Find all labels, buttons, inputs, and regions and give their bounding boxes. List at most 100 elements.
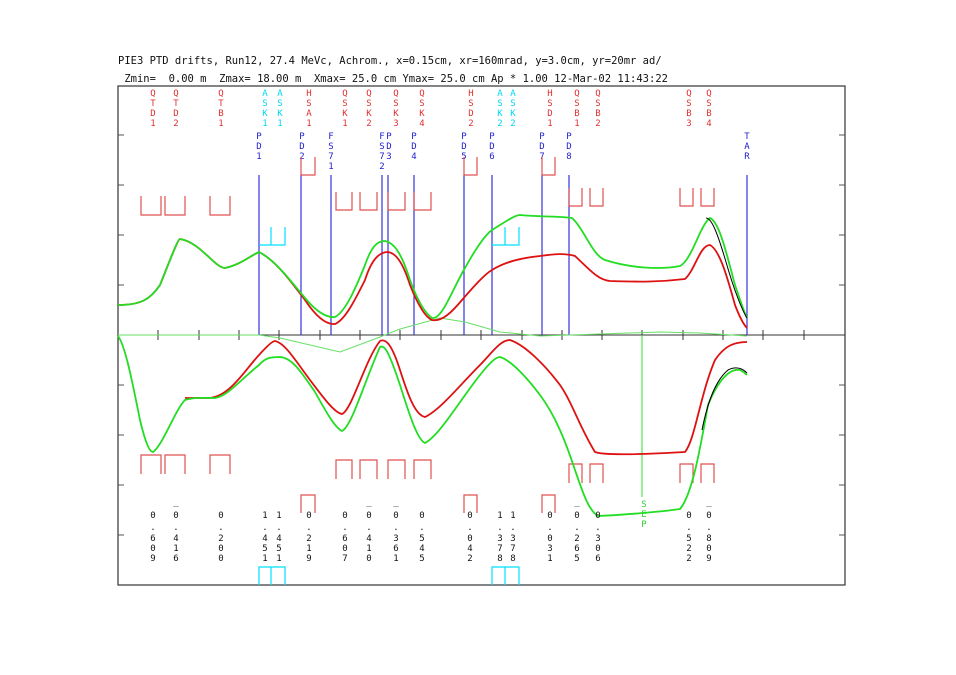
svg-text:S: S <box>706 99 711 109</box>
svg-text:D: D <box>411 142 416 152</box>
svg-text:A: A <box>306 109 312 119</box>
svg-text:0: 0 <box>595 544 600 554</box>
svg-text:2: 2 <box>306 534 311 544</box>
svg-text:6: 6 <box>489 152 494 162</box>
svg-text:0: 0 <box>686 511 691 521</box>
svg-text:3: 3 <box>393 119 398 129</box>
svg-text:1: 1 <box>262 119 267 129</box>
svg-text:D: D <box>150 109 155 119</box>
svg-text:1: 1 <box>547 554 552 564</box>
svg-text:_: _ <box>393 498 399 508</box>
svg-text:B: B <box>595 109 600 119</box>
svg-text:5: 5 <box>276 544 281 554</box>
aperture-markers-bottom <box>258 566 520 585</box>
svg-text:2: 2 <box>686 554 691 564</box>
svg-text:5: 5 <box>262 544 267 554</box>
svg-text:2: 2 <box>574 534 579 544</box>
svg-text:1: 1 <box>262 511 267 521</box>
svg-text:S: S <box>306 99 311 109</box>
svg-text:A: A <box>262 89 268 99</box>
svg-text:3: 3 <box>595 534 600 544</box>
svg-text:2: 2 <box>595 119 600 129</box>
svg-text:7: 7 <box>497 544 502 554</box>
svg-text:.: . <box>366 523 371 533</box>
svg-text:9: 9 <box>306 554 311 564</box>
svg-text:Q: Q <box>218 89 223 99</box>
svg-text:4: 4 <box>173 534 178 544</box>
svg-text:A: A <box>277 89 283 99</box>
svg-text:6: 6 <box>574 544 579 554</box>
svg-text:S: S <box>328 142 333 152</box>
svg-text:P: P <box>386 132 392 142</box>
svg-text:T: T <box>744 132 750 142</box>
svg-text:8: 8 <box>510 554 515 564</box>
svg-text:1: 1 <box>276 511 281 521</box>
svg-text:D: D <box>489 142 494 152</box>
svg-text:1: 1 <box>328 162 333 172</box>
svg-text:S: S <box>497 99 502 109</box>
svg-text:.: . <box>173 523 178 533</box>
plot-subtitle: Zmin= 0.00 m Zmax= 18.00 m Xmax= 25.0 cm… <box>118 73 668 85</box>
svg-text:0: 0 <box>574 511 579 521</box>
svg-text:.: . <box>342 523 347 533</box>
svg-text:Q: Q <box>393 89 398 99</box>
svg-text:D: D <box>547 109 552 119</box>
svg-text:7: 7 <box>342 554 347 564</box>
svg-text:S: S <box>574 99 579 109</box>
svg-text:Q: Q <box>366 89 371 99</box>
svg-text:A: A <box>510 89 516 99</box>
svg-text:0: 0 <box>366 554 371 564</box>
svg-text:1: 1 <box>306 119 311 129</box>
svg-text:.: . <box>419 523 424 533</box>
svg-text:1: 1 <box>256 152 261 162</box>
svg-text:5: 5 <box>419 554 424 564</box>
svg-text:K: K <box>262 109 268 119</box>
svg-text:0: 0 <box>706 511 711 521</box>
svg-text:P: P <box>539 132 545 142</box>
svg-text:S: S <box>393 99 398 109</box>
svg-text:S: S <box>510 99 515 109</box>
svg-text:.: . <box>706 523 711 533</box>
svg-text:.: . <box>306 523 311 533</box>
svg-text:T: T <box>173 99 179 109</box>
svg-text:0: 0 <box>467 534 472 544</box>
svg-text:1: 1 <box>262 554 267 564</box>
svg-text:B: B <box>686 109 691 119</box>
svg-text:Q: Q <box>150 89 155 99</box>
svg-text:F: F <box>328 132 333 142</box>
svg-text:Q: Q <box>342 89 347 99</box>
svg-text:1: 1 <box>218 119 223 129</box>
svg-text:1: 1 <box>276 554 281 564</box>
svg-text:H: H <box>547 89 552 99</box>
quad-markers-bottom <box>140 454 715 513</box>
svg-text:P: P <box>411 132 417 142</box>
svg-text:.: . <box>510 523 515 533</box>
svg-text:1: 1 <box>510 511 515 521</box>
svg-text:7: 7 <box>328 152 333 162</box>
svg-text:1: 1 <box>497 511 502 521</box>
svg-text:1: 1 <box>150 119 155 129</box>
y-ticks <box>118 134 845 536</box>
svg-text:4: 4 <box>411 152 416 162</box>
svg-text:B: B <box>218 109 223 119</box>
quad-markers-top <box>140 157 715 216</box>
svg-text:K: K <box>366 109 372 119</box>
svg-text:3: 3 <box>686 119 691 129</box>
svg-text:E: E <box>641 510 646 520</box>
svg-text:K: K <box>510 109 516 119</box>
svg-text:D: D <box>566 142 571 152</box>
svg-text:2: 2 <box>467 554 472 564</box>
svg-text:.: . <box>547 523 552 533</box>
svg-text:H: H <box>468 89 473 99</box>
svg-text:R: R <box>744 152 750 162</box>
svg-text:9: 9 <box>706 554 711 564</box>
svg-text:S: S <box>277 99 282 109</box>
svg-text:0: 0 <box>547 534 552 544</box>
plot-title: PIE3 PTD drifts, Run12, 27.4 MeVc, Achro… <box>118 55 662 67</box>
svg-text:.: . <box>276 523 281 533</box>
svg-text:D: D <box>386 142 391 152</box>
svg-text:.: . <box>150 523 155 533</box>
svg-text:0: 0 <box>419 511 424 521</box>
